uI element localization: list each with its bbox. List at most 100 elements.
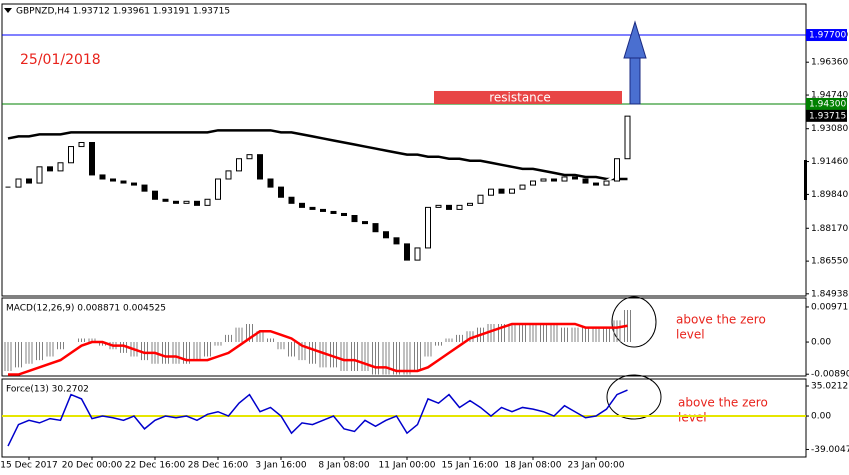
candle xyxy=(530,180,536,186)
candle xyxy=(78,141,85,148)
candle xyxy=(509,188,515,194)
candle xyxy=(162,198,169,202)
level-box xyxy=(806,29,847,42)
candle xyxy=(572,176,578,180)
highlight-ellipse xyxy=(606,374,662,420)
force-title: Force(13) 30.2702 xyxy=(6,385,89,395)
candle xyxy=(68,146,74,164)
candle xyxy=(404,243,410,261)
arrow-head xyxy=(623,20,647,59)
x-tick-label: 22 Dec 16:00 xyxy=(125,461,186,471)
y-tick-label: 1.96360 xyxy=(811,58,848,68)
candle xyxy=(446,204,452,210)
moving-average xyxy=(7,163,629,235)
candle xyxy=(183,200,190,204)
candle xyxy=(267,178,274,188)
scroll-marker xyxy=(804,160,807,200)
arrow-shaft xyxy=(629,57,641,105)
y-tick-label: 0.009717 xyxy=(811,302,849,312)
force-panel xyxy=(1,378,807,458)
candle xyxy=(173,200,179,204)
candle xyxy=(351,214,358,223)
candle xyxy=(614,158,620,182)
date-note: 25/01/2018 xyxy=(20,52,101,68)
candle xyxy=(246,154,253,160)
candle xyxy=(593,182,599,186)
force-line xyxy=(7,389,628,447)
candle xyxy=(120,180,127,184)
y-tick-label: 0.00 xyxy=(811,412,831,422)
highlight-ellipse xyxy=(611,296,657,348)
y-tick-label: 1.94740 xyxy=(811,91,848,101)
candle xyxy=(603,180,610,186)
level-label: 1.97700 xyxy=(809,31,846,41)
header: GBPNZD,H4 1.93712 1.93961 1.93191 1.9371… xyxy=(16,7,230,17)
candle xyxy=(372,223,379,233)
candle xyxy=(425,206,431,249)
candle xyxy=(152,190,158,200)
candle xyxy=(204,198,211,206)
annotation: level xyxy=(678,411,707,425)
candle xyxy=(141,184,148,192)
candle xyxy=(26,178,32,184)
annotation: above the zero xyxy=(676,313,766,327)
level-box xyxy=(806,109,847,122)
candle xyxy=(89,141,95,176)
resistance-box xyxy=(434,90,622,104)
y-tick-label: 35.0212 xyxy=(811,382,848,392)
candle xyxy=(498,188,505,194)
y-tick-label: 1.89840 xyxy=(811,190,848,200)
y-tick-label: 1.84938 xyxy=(811,289,848,299)
candle xyxy=(414,247,421,261)
x-tick-label: 3 Jan 16:00 xyxy=(255,461,307,471)
y-tick-label: 1.93080 xyxy=(811,124,848,134)
candle xyxy=(519,184,526,190)
candle xyxy=(236,158,242,172)
candle xyxy=(15,178,22,188)
header-icon xyxy=(4,8,12,13)
x-tick-label: 20 Dec 00:00 xyxy=(62,461,123,471)
candle xyxy=(47,166,53,172)
y-tick-label: -39.0047 xyxy=(811,445,849,455)
candle xyxy=(467,202,473,206)
candle xyxy=(362,221,368,225)
candle xyxy=(551,178,557,182)
macd-title: MACD(12,26,9) 0.008871 0.004525 xyxy=(6,304,166,314)
price-panel xyxy=(1,3,807,297)
candle xyxy=(36,166,43,184)
candle xyxy=(456,204,463,210)
candle xyxy=(278,186,284,198)
candle xyxy=(131,182,137,186)
candle xyxy=(257,154,263,180)
candle xyxy=(488,188,494,196)
level-box xyxy=(806,97,847,110)
resistance-label: resistance xyxy=(489,90,551,104)
candle xyxy=(435,204,442,208)
x-tick-label: 18 Jan 08:00 xyxy=(505,461,562,471)
moving-average xyxy=(7,129,628,181)
y-tick-label: -0.008904 xyxy=(811,370,849,380)
candle xyxy=(624,115,631,160)
x-tick-label: 15 Jan 16:00 xyxy=(442,461,499,471)
level-label: 1.93715 xyxy=(809,111,846,121)
candle xyxy=(194,200,200,206)
candle xyxy=(215,178,221,200)
y-tick-label: 1.91460 xyxy=(811,157,848,167)
x-tick-label: 8 Jan 08:00 xyxy=(318,461,370,471)
candle xyxy=(540,178,547,182)
x-tick-label: 11 Jan 00:00 xyxy=(379,461,436,471)
candle xyxy=(477,194,484,204)
candle xyxy=(288,196,295,204)
x-tick-label: 28 Dec 16:00 xyxy=(188,461,249,471)
candle xyxy=(299,202,305,208)
x-tick-label: 23 Jan 00:00 xyxy=(568,461,625,471)
level-label: 1.94300 xyxy=(809,99,846,109)
candle xyxy=(330,210,337,214)
candle xyxy=(57,162,64,172)
candle xyxy=(561,176,568,182)
candle xyxy=(99,174,106,180)
annotation: level xyxy=(676,328,705,342)
candle xyxy=(225,170,232,180)
x-tick-label: 15 Dec 2017 xyxy=(0,461,58,471)
